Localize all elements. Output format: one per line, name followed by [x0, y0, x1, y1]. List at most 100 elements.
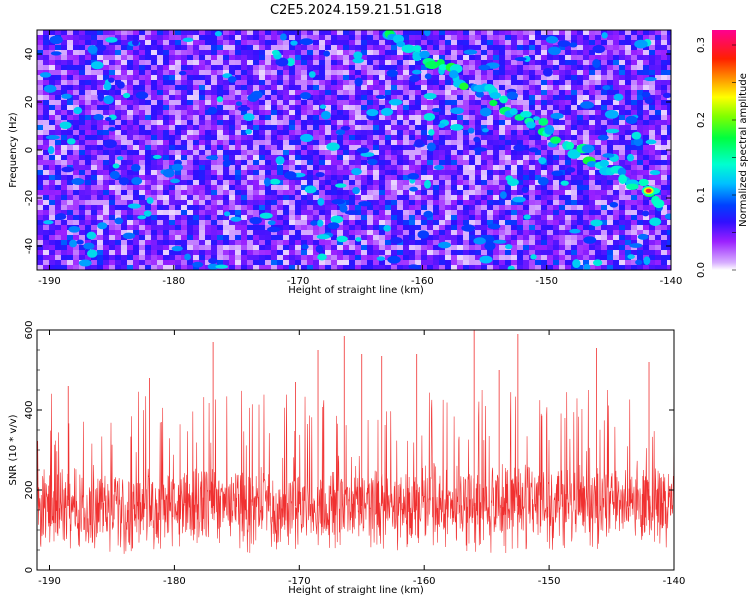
heatmap-cell — [613, 220, 620, 226]
heatmap-cell — [463, 195, 470, 201]
heatmap-cell — [541, 170, 548, 176]
heatmap-cell — [265, 160, 272, 166]
heatmap-cell — [55, 180, 62, 186]
heatmap-cell — [601, 220, 608, 226]
heatmap-cell — [517, 215, 524, 221]
heatmap-cell — [265, 225, 272, 231]
heatmap-cell — [103, 220, 110, 226]
heatmap-cell — [265, 185, 272, 191]
heatmap-cell — [121, 220, 128, 226]
heatmap-cell — [139, 60, 146, 66]
heatmap-cell — [661, 105, 668, 111]
heatmap-cell — [379, 195, 386, 201]
heatmap-cell — [553, 80, 560, 86]
heatmap-cell — [505, 140, 512, 146]
heatmap-cell — [487, 145, 494, 151]
heatmap-cell — [403, 30, 410, 36]
heatmap-cell — [193, 225, 200, 231]
heatmap-cell — [127, 250, 134, 256]
heatmap-cell — [247, 250, 254, 256]
heatmap-cell — [469, 255, 476, 261]
heatmap-cell — [223, 200, 230, 206]
heatmap-cell — [295, 45, 302, 51]
heatmap-cell — [523, 235, 530, 241]
heatmap-cell — [517, 255, 524, 261]
heatmap-cell — [271, 85, 278, 91]
heatmap-cell — [487, 55, 494, 61]
heatmap-cell — [355, 95, 362, 101]
heatmap-cell — [475, 170, 482, 176]
heatmap-cell — [397, 245, 404, 251]
heatmap-cell — [283, 130, 290, 136]
heatmap-cell — [337, 105, 344, 111]
heatmap-cell — [259, 205, 266, 211]
heatmap-cell — [265, 130, 272, 136]
heatmap-cell — [415, 155, 422, 161]
heatmap-cell — [631, 215, 638, 221]
heatmap-cell — [199, 80, 206, 86]
heatmap-cell — [487, 200, 494, 206]
heatmap-cell — [37, 260, 44, 266]
heatmap-cell — [277, 110, 284, 116]
heatmap-cell — [61, 250, 68, 256]
heatmap-cell — [361, 85, 368, 91]
heatmap-cell — [151, 115, 158, 121]
heatmap-cell — [577, 160, 584, 166]
heatmap-cell — [481, 150, 488, 156]
heatmap-cell — [205, 50, 212, 56]
heatmap-cell — [241, 210, 248, 216]
heatmap-cell — [205, 200, 212, 206]
heatmap-cell — [589, 175, 596, 181]
heatmap-cell — [649, 35, 656, 41]
heatmap-cell — [337, 85, 344, 91]
heatmap-cell — [181, 75, 188, 81]
heatmap-cell — [343, 155, 350, 161]
heatmap-cell — [613, 45, 620, 51]
heatmap-cell — [205, 105, 212, 111]
heatmap-cell — [571, 145, 578, 151]
heatmap-cell — [163, 150, 170, 156]
heatmap-cell — [301, 110, 308, 116]
heatmap-cell — [337, 140, 344, 146]
heatmap-cell — [325, 30, 332, 36]
heatmap-cell — [397, 175, 404, 181]
heatmap-cell — [397, 185, 404, 191]
heatmap-cell — [151, 140, 158, 146]
heatmap-cell — [43, 90, 50, 96]
heatmap-cell — [631, 150, 638, 156]
heatmap-cell — [307, 115, 314, 121]
heatmap-cell — [445, 115, 452, 121]
heatmap-cell — [247, 80, 254, 86]
heatmap-cell — [337, 135, 344, 141]
heatmap-cell — [661, 180, 668, 186]
heatmap-cell — [439, 155, 446, 161]
heatmap-cell — [385, 220, 392, 226]
heatmap-cell — [85, 125, 92, 131]
heatmap-cell — [211, 55, 218, 61]
heatmap-cell — [451, 130, 458, 136]
heatmap-cell — [391, 250, 398, 256]
heatmap-cell — [343, 250, 350, 256]
heatmap-cell — [577, 225, 584, 231]
heatmap-cell — [85, 190, 92, 196]
heatmap-cell — [469, 165, 476, 171]
heatmap-cell — [151, 120, 158, 126]
heatmap-cell — [79, 200, 86, 206]
heatmap-cell — [499, 260, 506, 266]
heatmap-cell — [493, 150, 500, 156]
heatmap-cell — [247, 210, 254, 216]
heatmap-cell — [559, 260, 566, 266]
heatmap-cell — [307, 155, 314, 161]
heatmap-cell — [433, 160, 440, 166]
heatmap-cell — [205, 115, 212, 121]
heatmap-cell — [385, 100, 392, 106]
heatmap-cell — [613, 250, 620, 256]
heatmap-cell — [247, 230, 254, 236]
heatmap-cell — [373, 55, 380, 61]
heatmap-cell — [391, 195, 398, 201]
heatmap-cell — [229, 170, 236, 176]
heatmap-cell — [349, 200, 356, 206]
heatmap-cell — [397, 95, 404, 101]
heatmap-cell — [451, 260, 458, 266]
heatmap-cell — [151, 30, 158, 36]
